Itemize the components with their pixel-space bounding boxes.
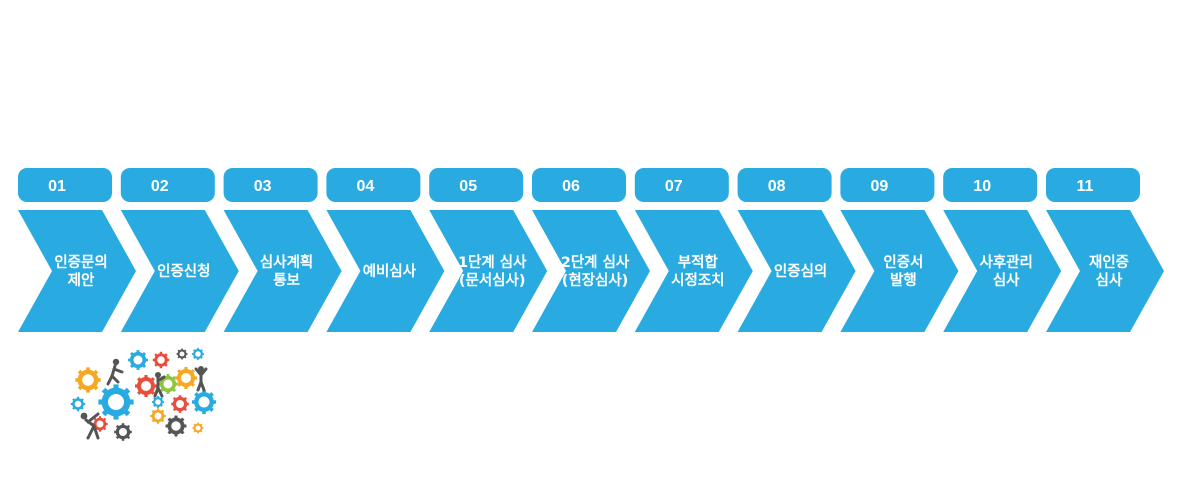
chevron-arrow [840, 210, 959, 332]
process-step-06: 06 2단계 심사(현장심사) [532, 168, 650, 332]
step-label: 심사 [1096, 272, 1123, 289]
step-label: (현장심사) [562, 271, 629, 289]
chevron-arrow [737, 210, 856, 332]
step-label: 인증신청 [157, 262, 210, 280]
step-label: 인증심의 [774, 262, 827, 280]
step-number: 11 [1077, 178, 1094, 195]
step-number-badge [840, 168, 935, 202]
process-step-04: 04 예비심사 [326, 168, 445, 332]
chevron-arrow [1046, 210, 1164, 332]
step-number-badge [634, 168, 729, 202]
step-number-badge [223, 168, 318, 202]
step-number-badge [120, 168, 215, 202]
step-label: 인증문의 [54, 253, 107, 271]
step-label: 예비심사 [363, 263, 417, 280]
process-step-08: 08 인증심의 [737, 168, 856, 332]
step-label: 제안 [68, 271, 95, 289]
step-label: 심사 [993, 272, 1020, 289]
step-label: 사후관리 [980, 254, 1033, 271]
chevron-arrow [429, 210, 548, 332]
step-number-badge [429, 168, 524, 202]
process-step-05: 05 1단계 심사(문서심사) [429, 168, 548, 332]
step-number-badge [943, 168, 1038, 202]
chevron-arrow [326, 210, 445, 332]
step-number-badge [18, 168, 112, 202]
chevron-arrow [18, 210, 136, 332]
step-number: 07 [665, 178, 683, 195]
step-label: 통보 [273, 272, 300, 289]
chevron-arrow [943, 210, 1062, 332]
step-label: (문서심사) [459, 272, 526, 289]
gears-with-people-icon [69, 346, 228, 443]
step-label: 2단계 심사 [561, 254, 630, 271]
step-label: 인증서 [883, 253, 923, 271]
chevron-arrow [634, 210, 753, 332]
step-label: 1단계 심사 [458, 254, 527, 271]
step-number: 04 [357, 178, 375, 195]
chevron-arrow [223, 210, 342, 332]
step-label: 부적합 [678, 253, 719, 271]
step-label: 시정조치 [671, 271, 724, 289]
process-step-02: 02 인증신청 [120, 168, 239, 332]
step-number-badge [326, 168, 421, 202]
step-number-badge [737, 168, 832, 202]
step-number: 05 [459, 178, 477, 195]
step-number: 03 [254, 178, 272, 195]
step-label: 재인증 [1089, 253, 1129, 271]
step-label: 발행 [890, 272, 917, 289]
step-number: 09 [871, 178, 889, 195]
step-number: 01 [48, 178, 66, 195]
step-number: 10 [973, 178, 991, 195]
step-number-badge [1046, 168, 1140, 202]
step-number: 08 [768, 178, 786, 195]
step-label: 심사계획 [260, 253, 313, 271]
chevron-arrow [532, 210, 650, 332]
chevron-arrow [120, 210, 239, 332]
step-number-badge [532, 168, 626, 202]
step-number: 02 [151, 178, 169, 195]
step-number: 06 [562, 178, 580, 195]
